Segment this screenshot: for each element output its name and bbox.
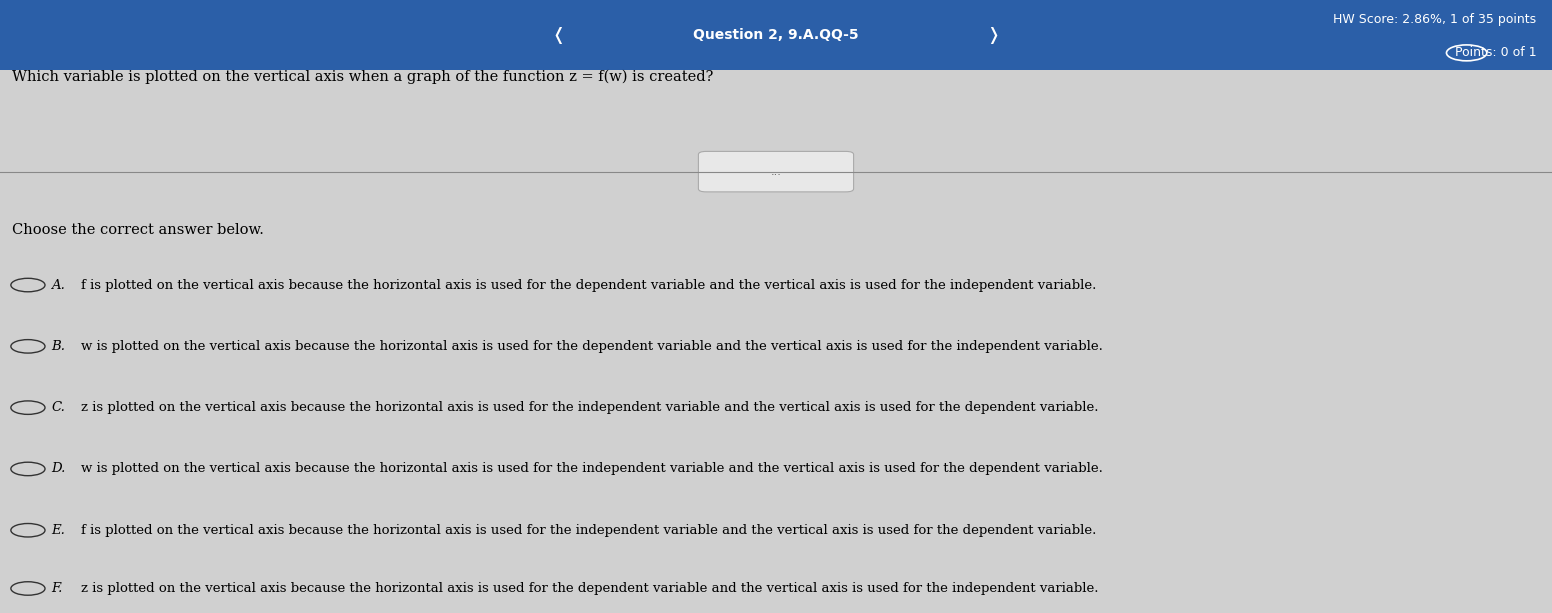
FancyBboxPatch shape (0, 0, 1552, 70)
Text: ...: ... (770, 167, 782, 177)
Text: Choose the correct answer below.: Choose the correct answer below. (12, 223, 264, 237)
Text: A.: A. (51, 278, 65, 292)
Text: E.: E. (51, 524, 65, 537)
Text: w is plotted on the vertical axis because the horizontal axis is used for the de: w is plotted on the vertical axis becaus… (81, 340, 1102, 353)
Text: C.: C. (51, 401, 65, 414)
Text: B.: B. (51, 340, 65, 353)
Text: Points: 0 of 1: Points: 0 of 1 (1454, 47, 1536, 59)
Text: Question 2, 9.A.QQ-5: Question 2, 9.A.QQ-5 (694, 28, 858, 42)
Text: ❬: ❬ (553, 26, 565, 44)
Text: ❭: ❭ (987, 26, 999, 44)
Text: f is plotted on the vertical axis because the horizontal axis is used for the de: f is plotted on the vertical axis becaus… (81, 278, 1096, 292)
Text: f is plotted on the vertical axis because the horizontal axis is used for the in: f is plotted on the vertical axis becaus… (81, 524, 1096, 537)
Text: F.: F. (51, 582, 62, 595)
Text: z is plotted on the vertical axis because the horizontal axis is used for the in: z is plotted on the vertical axis becaus… (81, 401, 1099, 414)
Text: w is plotted on the vertical axis because the horizontal axis is used for the in: w is plotted on the vertical axis becaus… (81, 462, 1102, 476)
FancyBboxPatch shape (698, 151, 854, 192)
Text: D.: D. (51, 462, 65, 476)
Text: z is plotted on the vertical axis because the horizontal axis is used for the de: z is plotted on the vertical axis becaus… (81, 582, 1099, 595)
Text: HW Score: 2.86%, 1 of 35 points: HW Score: 2.86%, 1 of 35 points (1333, 13, 1536, 26)
Text: Which variable is plotted on the vertical axis when a graph of the function z = : Which variable is plotted on the vertica… (12, 69, 714, 84)
FancyBboxPatch shape (0, 70, 1552, 613)
